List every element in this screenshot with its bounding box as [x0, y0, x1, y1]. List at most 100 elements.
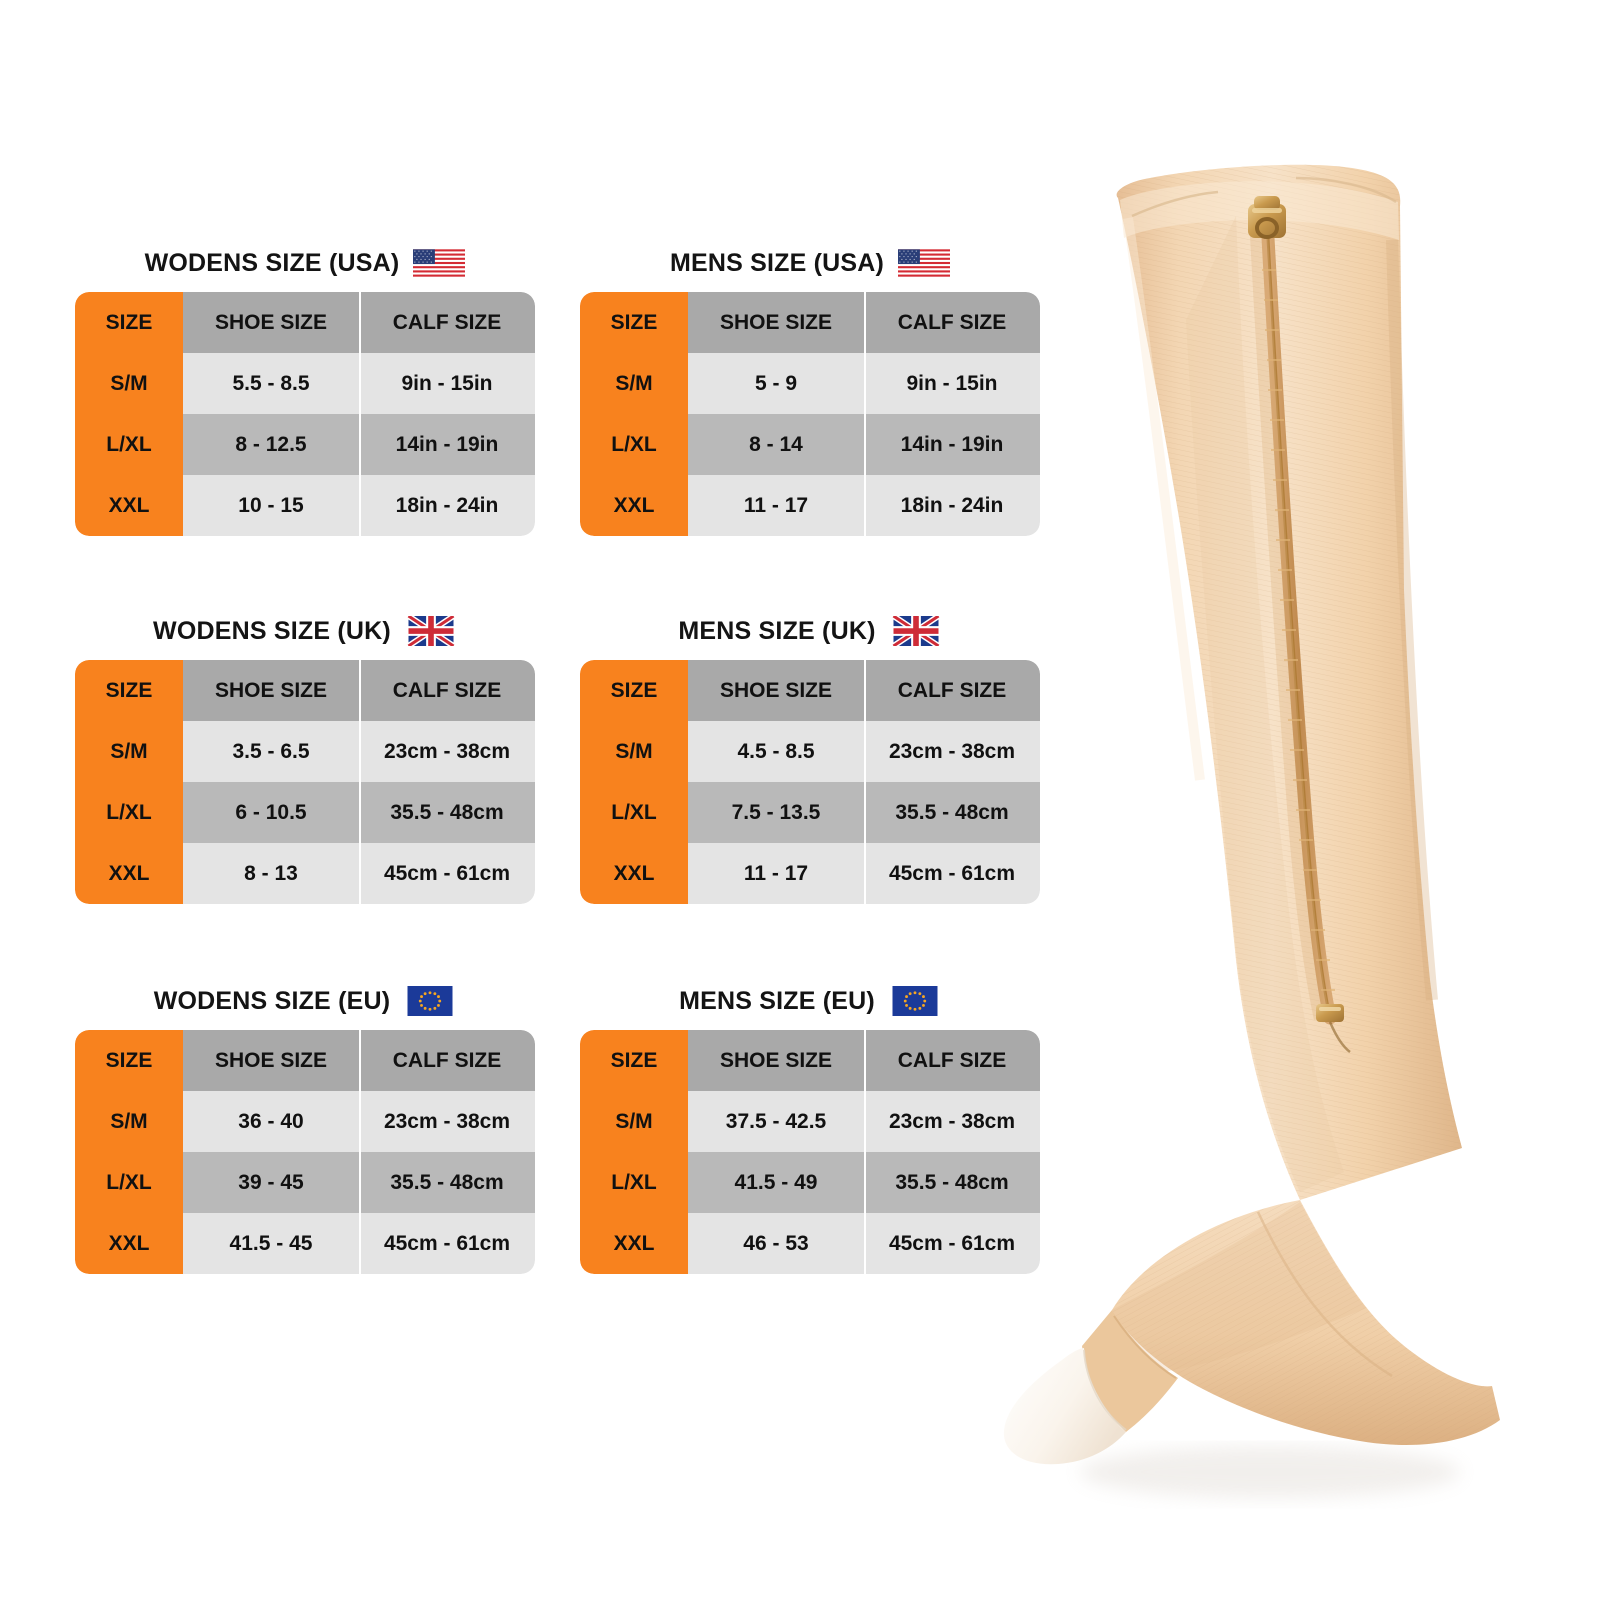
row-calf-size: 23cm - 38cm: [864, 1091, 1040, 1152]
row-calf-size: 35.5 - 48cm: [864, 1152, 1040, 1213]
size-charts-container: WODENS SIZE (USA): [75, 240, 1040, 1274]
row-size-label: S/M: [580, 721, 688, 782]
header-calf-size: CALF SIZE: [359, 1030, 535, 1091]
header-size: SIZE: [580, 292, 688, 353]
header-calf-size: CALF SIZE: [359, 660, 535, 721]
header-calf-size: CALF SIZE: [864, 1030, 1040, 1091]
table-row: S/M 5 - 9 9in - 15in: [580, 353, 1040, 414]
row-size-label: L/XL: [75, 782, 183, 843]
chart-title: MENS SIZE (EU): [679, 986, 875, 1015]
table-row: L/XL 39 - 45 35.5 - 48cm: [75, 1152, 535, 1213]
row-shoe-size: 10 - 15: [183, 475, 359, 536]
sock-foot-knit-texture: [1112, 1200, 1500, 1446]
cuff-fold-left: [1131, 190, 1219, 218]
row-shoe-size: 37.5 - 42.5: [688, 1091, 864, 1152]
header-calf-size: CALF SIZE: [864, 660, 1040, 721]
row-calf-size: 23cm - 38cm: [359, 721, 535, 782]
header-size: SIZE: [75, 1030, 183, 1091]
row-calf-size: 35.5 - 48cm: [359, 1152, 535, 1213]
table-row: XXL 46 - 53 45cm - 61cm: [580, 1213, 1040, 1274]
row-size-label: S/M: [75, 721, 183, 782]
row-shoe-size: 11 - 17: [688, 475, 864, 536]
table-header-row: SIZE SHOE SIZE CALF SIZE: [75, 660, 535, 721]
row-calf-size: 23cm - 38cm: [359, 1091, 535, 1152]
table-header-row: SIZE SHOE SIZE CALF SIZE: [580, 1030, 1040, 1091]
row-calf-size: 45cm - 61cm: [864, 843, 1040, 904]
header-shoe-size: SHOE SIZE: [183, 1030, 359, 1091]
table-row: S/M 3.5 - 6.5 23cm - 38cm: [75, 721, 535, 782]
chart-header: MENS SIZE (USA): [580, 240, 1040, 286]
table-row: XXL 11 - 17 18in - 24in: [580, 475, 1040, 536]
header-calf-size: CALF SIZE: [864, 292, 1040, 353]
row-shoe-size: 5.5 - 8.5: [183, 353, 359, 414]
eu-flag-icon: [407, 986, 453, 1016]
table-row: S/M 5.5 - 8.5 9in - 15in: [75, 353, 535, 414]
size-table: SIZE SHOE SIZE CALF SIZE S/M 37.5 - 42.5…: [580, 1030, 1040, 1274]
size-chart-mens-eu: MENS SIZE (EU): [580, 978, 1040, 1274]
exposed-toe-form: [1003, 1348, 1126, 1465]
toe-edge-line: [1083, 1349, 1127, 1431]
row-size-label: XXL: [75, 1213, 183, 1274]
table-row: XXL 41.5 - 45 45cm - 61cm: [75, 1213, 535, 1274]
row-size-label: XXL: [75, 843, 183, 904]
row-shoe-size: 11 - 17: [688, 843, 864, 904]
chart-title: MENS SIZE (USA): [669, 248, 885, 277]
size-chart-mens-uk: MENS SIZE (UK) SIZE SHOE SIZE CALF SIZE …: [580, 608, 1040, 904]
row-calf-size: 18in - 24in: [359, 475, 535, 536]
row-size-label: L/XL: [75, 1152, 183, 1213]
chart-header: WODENS SIZE (USA): [75, 240, 535, 286]
size-table: SIZE SHOE SIZE CALF SIZE S/M 5.5 - 8.5 9…: [75, 292, 535, 536]
chart-header: MENS SIZE (UK): [580, 608, 1040, 654]
chart-title: WODENS SIZE (USA): [144, 248, 400, 277]
row-size-label: XXL: [580, 1213, 688, 1274]
row-shoe-size: 8 - 14: [688, 414, 864, 475]
row-shoe-size: 41.5 - 45: [183, 1213, 359, 1274]
row-size-label: L/XL: [580, 782, 688, 843]
table-header-row: SIZE SHOE SIZE CALF SIZE: [75, 292, 535, 353]
header-shoe-size: SHOE SIZE: [688, 292, 864, 353]
zipper-placket-shadow: [1250, 236, 1330, 1020]
row-calf-size: 18in - 24in: [864, 475, 1040, 536]
row-calf-size: 9in - 15in: [359, 353, 535, 414]
row-shoe-size: 8 - 13: [183, 843, 359, 904]
foot-seam: [1256, 1211, 1393, 1378]
size-chart-womens-uk: WODENS SIZE (UK) SIZE SHOE SIZE CALF SIZ…: [75, 608, 535, 904]
size-chart-womens-eu: WODENS SIZE (EU): [75, 978, 535, 1274]
zipper-bottom-stop: [1316, 1004, 1344, 1022]
product-photo-zipper-compression-sock: [1000, 120, 1560, 1540]
zipper-end-crease: [1328, 1021, 1351, 1053]
size-table: SIZE SHOE SIZE CALF SIZE S/M 4.5 - 8.5 2…: [580, 660, 1040, 904]
row-shoe-size: 5 - 9: [688, 353, 864, 414]
toe-opening-band: [1082, 1310, 1178, 1432]
row-calf-size: 14in - 19in: [359, 414, 535, 475]
header-size: SIZE: [580, 660, 688, 721]
row-calf-size: 35.5 - 48cm: [864, 782, 1040, 843]
chart-header: WODENS SIZE (UK): [75, 608, 535, 654]
row-shoe-size: 3.5 - 6.5: [183, 721, 359, 782]
row-shoe-size: 41.5 - 49: [688, 1152, 864, 1213]
row-calf-size: 45cm - 61cm: [359, 843, 535, 904]
row-shoe-size: 8 - 12.5: [183, 414, 359, 475]
row-size-label: S/M: [580, 353, 688, 414]
instep-shading: [1112, 1202, 1366, 1372]
header-shoe-size: SHOE SIZE: [183, 660, 359, 721]
table-row: XXL 11 - 17 45cm - 61cm: [580, 843, 1040, 904]
calf-shading: [1186, 216, 1344, 1192]
table-header-row: SIZE SHOE SIZE CALF SIZE: [75, 1030, 535, 1091]
table-row: L/XL 41.5 - 49 35.5 - 48cm: [580, 1152, 1040, 1213]
table-row: L/XL 7.5 - 13.5 35.5 - 48cm: [580, 782, 1040, 843]
header-calf-size: CALF SIZE: [359, 292, 535, 353]
zipper-pull-slider: [1248, 196, 1286, 239]
cuff-fold-right: [1295, 176, 1397, 204]
row-size-label: XXL: [75, 475, 183, 536]
chart-title: WODENS SIZE (EU): [153, 986, 391, 1015]
row-calf-size: 14in - 19in: [864, 414, 1040, 475]
table-row: S/M 36 - 40 23cm - 38cm: [75, 1091, 535, 1152]
row-size-label: L/XL: [580, 414, 688, 475]
header-size: SIZE: [75, 660, 183, 721]
header-size: SIZE: [75, 292, 183, 353]
header-size: SIZE: [580, 1030, 688, 1091]
table-row: S/M 37.5 - 42.5 23cm - 38cm: [580, 1091, 1040, 1152]
zipper-teeth-line: [1266, 236, 1332, 1020]
